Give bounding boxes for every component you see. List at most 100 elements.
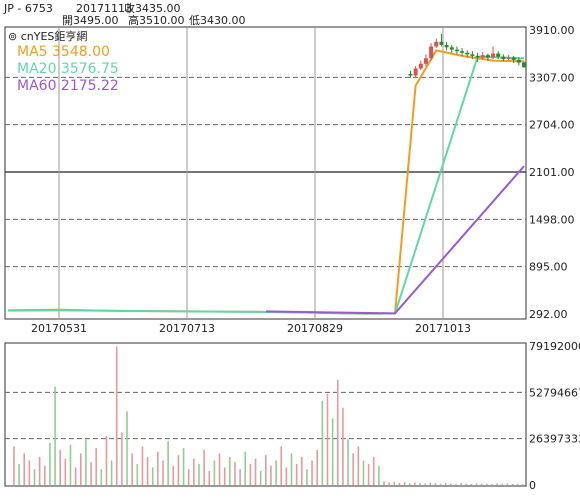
price-x-tick-label: 20170531 [31,322,87,335]
volume-bar [336,379,339,485]
price-x-tick-label: 20171013 [415,322,471,335]
volume-bar [79,453,82,485]
volume-bar [444,482,447,485]
volume-bar [316,449,318,485]
legend-ma20: MA20 3576.75 [17,61,119,77]
volume-bar [126,411,128,485]
volume-bar [198,463,200,485]
volume-bar [357,446,360,485]
volume-bar [290,453,293,485]
volume-bar [64,458,67,485]
volume-bar [85,439,87,485]
volume-bar [151,467,154,485]
candle-body [522,62,526,68]
volume-bar [383,481,385,485]
volume-bar [28,460,31,485]
volume-y-tick-label: 0 [529,479,536,492]
volume-bar [182,448,185,485]
ma60-line [265,165,525,315]
volume-bar [193,458,195,485]
volume-bar [331,418,334,485]
price-y-tick-label: 1498.00 [529,213,575,226]
volume-bar [501,483,504,485]
volume-bar [38,456,41,485]
close-price-label: 收3435.00 [124,1,181,15]
volume-bar [352,453,354,485]
price-y-tick-label: 2704.00 [529,119,575,132]
candle-body [413,68,418,76]
high-price-label: 高3510.00 [128,13,185,27]
volume-bar [347,439,349,485]
open-price-label: 開3495.00 [62,14,119,27]
volume-y-axis: 79192000 52794667 26397333 0 [529,340,580,492]
volume-bar [398,482,401,485]
candle-body [460,51,465,53]
volume-bar [326,393,329,485]
candle-body [439,41,444,45]
price-x-axis: 20170531 20170713 20170829 20171013 [31,322,471,335]
volume-bar [496,483,498,485]
volume-bar [115,346,118,485]
volume-bar [49,442,51,485]
volume-bar [429,482,432,485]
candle-body [429,46,434,59]
price-y-tick-label: 292.00 [529,308,568,321]
volume-bar [480,483,483,485]
volume-bar [414,482,416,485]
candle-body [418,63,423,69]
candle-body [516,59,521,63]
volume-bar [146,456,149,485]
volume-bar [90,462,92,485]
volume-bar [223,467,226,485]
candle-body [454,49,459,52]
legend-ma5: MA5 3548.00 [17,44,110,60]
volume-bar [270,465,272,485]
volume-grid [5,391,526,440]
candle-body [480,55,485,58]
volume-bar [408,483,411,485]
volume-bar [342,407,344,485]
volume-bar [475,483,478,485]
candle-body [506,57,511,60]
volume-bar [234,462,236,485]
volume-bar [367,463,370,485]
candle-body [470,54,475,56]
low-price-label: 低3430.00 [189,14,246,27]
volume-bar [18,463,20,485]
volume-bar [172,465,175,485]
volume-bar [244,451,247,485]
volume-bar [54,386,56,485]
volume-bar [439,483,442,485]
volume-bar [105,435,108,485]
candle-body [496,53,501,57]
volume-bar [136,463,139,485]
volume-bar [311,460,313,485]
volume-bar [486,483,488,485]
volume-bar [362,460,365,485]
volume-bar [388,482,390,485]
volume-bar [460,483,462,485]
volume-bar [229,456,231,485]
brand-logo-text: ⊚ cnYES鉅亨網 [8,29,87,43]
volume-bar [43,465,46,485]
volume-bar [506,483,509,485]
volume-bar [511,483,514,485]
volume-bar [13,446,15,485]
volume-y-tick-label: 52794667 [529,386,580,399]
price-y-tick-label: 3307.00 [529,71,575,84]
volume-bar [157,451,159,485]
volume-bar [95,448,97,485]
volume-bar [249,463,252,485]
volume-bar [275,460,277,485]
candle-body [434,41,439,47]
candle-body [491,53,496,58]
price-y-tick-label: 895.00 [529,261,568,274]
volume-bar [403,482,406,485]
symbol-label: JP - 6753 [3,2,53,15]
volume-bar [100,469,103,485]
volume-bar [167,441,169,485]
volume-bar [455,483,457,485]
volume-bar [372,456,375,485]
volume-bar [321,400,324,485]
